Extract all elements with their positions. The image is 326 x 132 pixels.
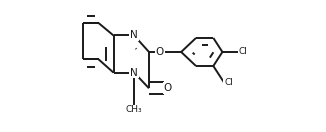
Text: Cl: Cl <box>224 78 233 87</box>
Text: N: N <box>130 30 138 41</box>
Text: O: O <box>164 83 172 93</box>
Text: CH₃: CH₃ <box>126 105 142 114</box>
Text: N: N <box>130 68 138 78</box>
Text: Cl: Cl <box>239 48 248 56</box>
Text: O: O <box>156 47 164 57</box>
